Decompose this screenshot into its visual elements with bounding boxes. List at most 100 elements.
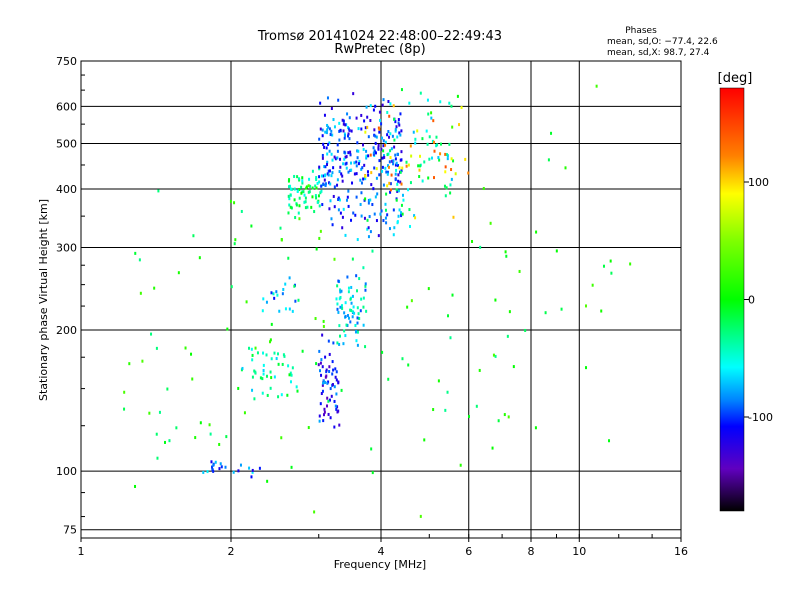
data-point (456, 94, 459, 98)
data-point (335, 378, 338, 382)
data-point (362, 177, 365, 181)
data-point (331, 372, 334, 376)
data-point (342, 342, 345, 346)
data-point (273, 375, 276, 379)
data-point (352, 92, 355, 96)
data-point (443, 184, 446, 188)
data-point (386, 213, 389, 217)
data-point (413, 214, 416, 218)
data-point (390, 173, 393, 177)
data-point (315, 196, 318, 200)
data-point (396, 135, 399, 139)
data-point (512, 365, 515, 369)
data-point (416, 129, 419, 133)
data-point (494, 354, 497, 358)
data-point (289, 371, 292, 375)
data-point (321, 365, 324, 369)
data-point (354, 213, 357, 217)
data-point (301, 176, 304, 180)
data-point (332, 118, 335, 122)
data-point (478, 368, 481, 372)
data-point (360, 127, 363, 131)
data-point (304, 200, 307, 204)
data-point (392, 208, 395, 212)
data-point (320, 392, 323, 396)
data-point (225, 435, 228, 439)
data-point (148, 411, 151, 415)
data-point (426, 142, 429, 146)
data-point (234, 238, 237, 242)
data-point (314, 194, 317, 198)
data-point (270, 322, 273, 326)
data-point (394, 120, 397, 124)
data-point (298, 204, 301, 208)
data-point (451, 293, 454, 297)
data-point (330, 394, 333, 398)
data-point (335, 407, 338, 411)
data-point (198, 256, 201, 260)
data-point (289, 205, 292, 209)
data-point (262, 297, 265, 301)
data-point (343, 329, 346, 333)
data-point (388, 135, 391, 139)
data-point (355, 116, 358, 120)
data-point (585, 304, 588, 308)
data-point (409, 224, 412, 228)
data-point (265, 353, 268, 357)
data-point (386, 164, 389, 168)
data-point (248, 466, 251, 470)
data-point (321, 383, 324, 387)
data-point (321, 389, 324, 393)
data-point (328, 352, 331, 356)
data-point (378, 159, 381, 163)
data-point (321, 333, 324, 337)
data-point (325, 370, 328, 374)
data-point (336, 405, 339, 409)
data-point (355, 274, 358, 278)
data-point (384, 140, 387, 144)
data-point (489, 221, 492, 225)
data-point (320, 184, 323, 188)
data-point (360, 167, 363, 171)
data-point (327, 399, 330, 403)
data-point (534, 426, 537, 430)
data-point (378, 110, 381, 114)
data-point (324, 174, 327, 178)
data-point (251, 388, 254, 392)
data-point (338, 170, 341, 174)
data-point (349, 308, 352, 312)
data-point (344, 334, 347, 338)
data-point (352, 211, 355, 215)
data-point (508, 310, 511, 314)
data-point (336, 284, 339, 288)
data-point (287, 211, 290, 215)
data-point (345, 323, 348, 327)
data-point (307, 426, 310, 430)
data-point (430, 111, 433, 115)
phase-stats-o: mean, sd,O: −77.4, 22.6 (607, 37, 718, 47)
data-point (471, 239, 474, 243)
data-point (401, 193, 404, 197)
data-point (389, 102, 392, 106)
data-point (414, 216, 417, 220)
data-point (400, 214, 403, 218)
data-point (280, 393, 283, 397)
data-point (360, 181, 363, 185)
data-point (330, 217, 333, 221)
data-point (361, 166, 364, 170)
data-point (319, 361, 322, 365)
data-point (346, 314, 349, 318)
data-point (380, 122, 383, 126)
data-point (335, 392, 338, 396)
data-point (373, 212, 376, 216)
data-point (354, 330, 357, 334)
data-point (337, 208, 340, 212)
data-point (445, 186, 448, 190)
data-point (371, 471, 374, 475)
data-point (357, 149, 360, 153)
data-point (560, 307, 563, 311)
data-point (381, 156, 384, 160)
data-point (365, 105, 368, 109)
data-point (419, 154, 422, 158)
